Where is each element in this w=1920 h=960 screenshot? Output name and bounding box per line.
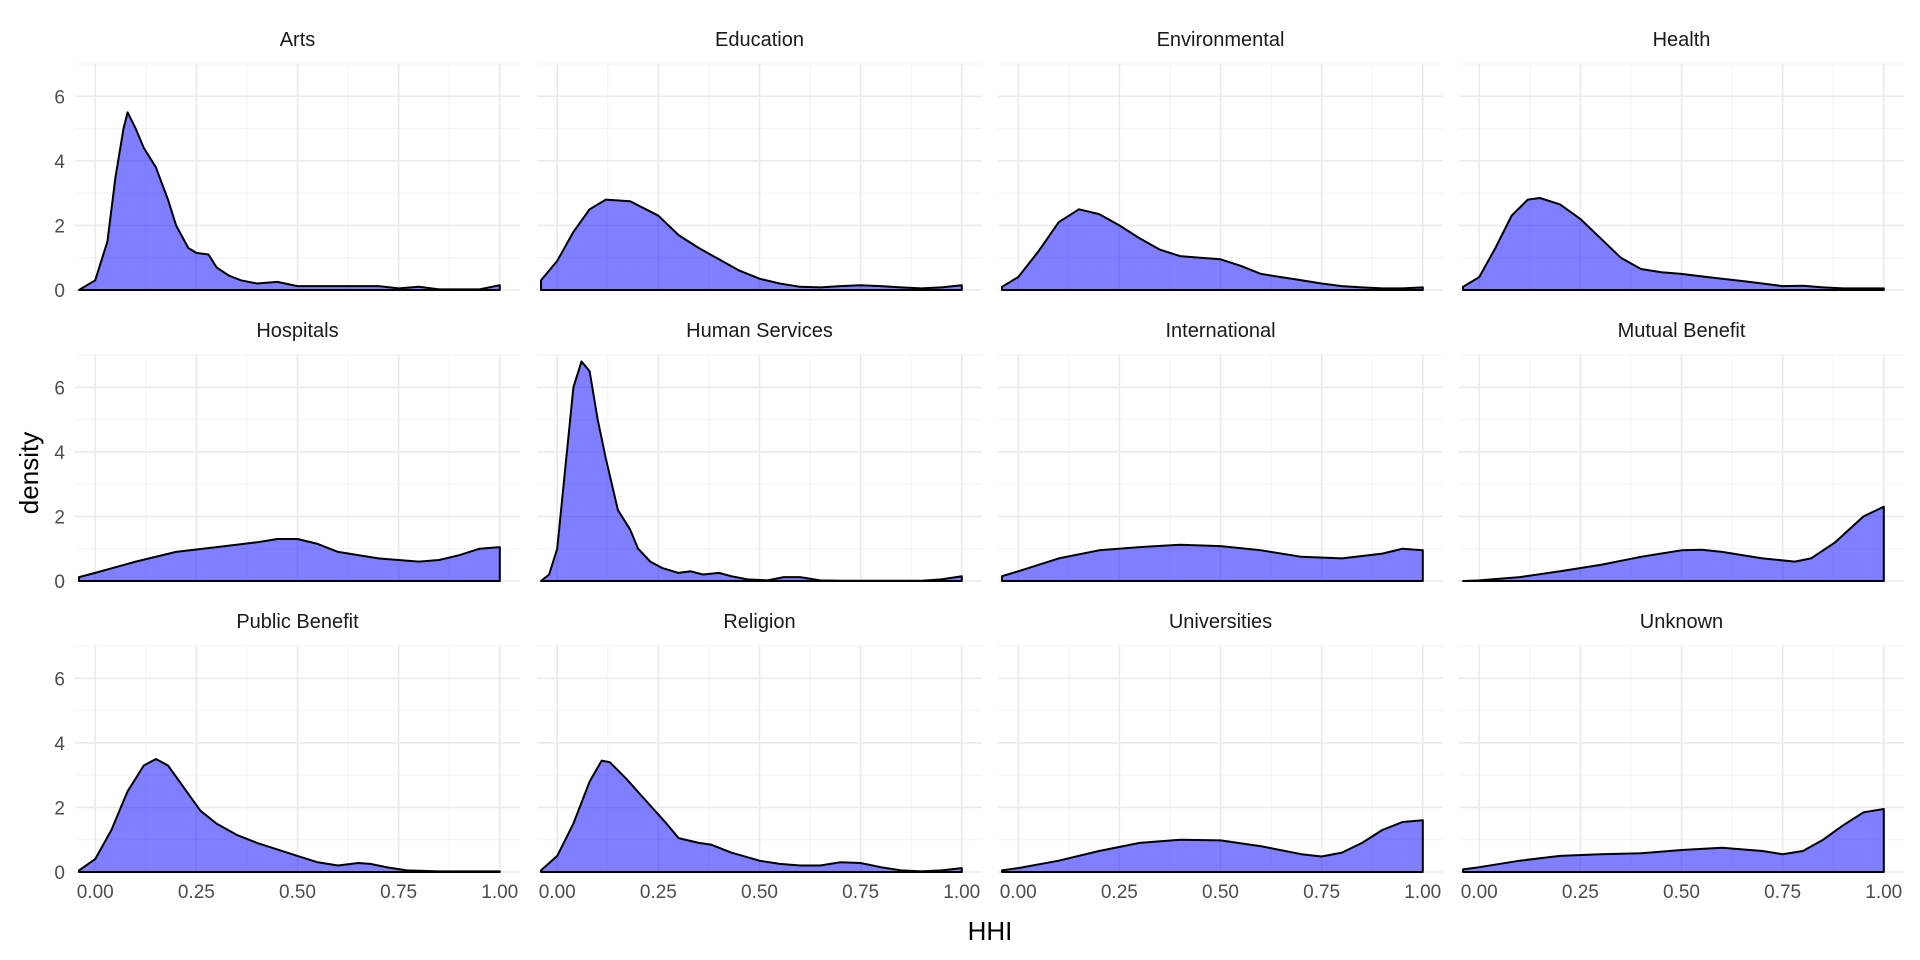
panel-human-services: Human Services: [537, 320, 982, 582]
x-tick-label: 0.75: [380, 882, 417, 903]
density-area: [1001, 208, 1424, 291]
density-area: [1462, 197, 1885, 291]
x-tick-label: 0.00: [1461, 882, 1498, 903]
x-tick-label: 0.75: [1303, 882, 1340, 903]
panel-international: International: [998, 320, 1443, 582]
x-tick-label: 0.25: [640, 882, 677, 903]
panel-arts: Arts: [75, 29, 520, 291]
panel-title: Religion: [723, 611, 795, 633]
density-area: [540, 360, 963, 582]
x-tick-label: 0.75: [842, 882, 879, 903]
x-tick-label: 0.50: [1663, 882, 1700, 903]
panel-education: Education: [537, 29, 982, 291]
y-tick-labels: 0 2 4 6 0 2 4 6 0 2 4 6: [54, 87, 65, 884]
panel-title: Hospitals: [256, 320, 338, 342]
x-tick-label: 0.25: [1101, 882, 1138, 903]
panel-title: Arts: [280, 29, 316, 51]
y-axis-title: density: [14, 432, 44, 514]
panel-title: Health: [1653, 29, 1711, 51]
density-area: [78, 758, 501, 873]
x-tick-label: 0.75: [1764, 882, 1801, 903]
y-tick-label: 2: [54, 507, 65, 528]
x-tick-label: 0.00: [1000, 882, 1037, 903]
x-tick-label: 1.00: [943, 882, 980, 903]
x-tick-label: 0.00: [77, 882, 114, 903]
panel-title: Unknown: [1640, 611, 1723, 633]
panel-title: Education: [715, 29, 804, 51]
density-area: [1462, 808, 1885, 873]
y-tick-label: 2: [54, 216, 65, 237]
x-tick-labels: 0.00 0.25 0.50 0.75 1.00 0.00 0.25 0.50 0.75 1.00…: [77, 882, 1903, 903]
y-tick-label: 4: [54, 734, 65, 755]
density-area: [78, 111, 501, 291]
y-tick-label: 2: [54, 798, 65, 819]
y-tick-label: 0: [54, 572, 65, 593]
panel-unknown: Unknown: [1459, 611, 1904, 873]
density-area: [1462, 505, 1885, 582]
panel-title: Environmental: [1157, 29, 1285, 51]
y-tick-label: 0: [54, 863, 65, 884]
panel-health: Health: [1459, 29, 1904, 291]
y-tick-label: 4: [54, 152, 65, 173]
x-tick-label: 0.50: [1202, 882, 1239, 903]
y-tick-label: 0: [54, 281, 65, 302]
panel-environmental: Environmental: [998, 29, 1443, 291]
x-tick-label: 1.00: [1404, 882, 1441, 903]
density-area: [1001, 543, 1424, 582]
y-tick-label: 6: [54, 378, 65, 399]
x-axis-title: HHI: [968, 916, 1013, 946]
density-area: [78, 538, 501, 582]
y-tick-label: 6: [54, 87, 65, 108]
panel-hospitals: Hospitals: [75, 320, 520, 582]
panel-title: Human Services: [686, 320, 833, 342]
density-area: [1001, 819, 1424, 873]
x-tick-label: 0.50: [279, 882, 316, 903]
x-tick-label: 0.00: [539, 882, 576, 903]
y-tick-label: 4: [54, 443, 65, 464]
density-area: [540, 759, 963, 873]
x-tick-label: 0.50: [741, 882, 778, 903]
panel-title: Public Benefit: [236, 611, 359, 633]
x-tick-label: 1.00: [481, 882, 518, 903]
x-tick-label: 1.00: [1865, 882, 1902, 903]
panel-public-benefit: Public Benefit: [75, 611, 520, 873]
panel-religion: Religion: [537, 611, 982, 873]
panels-layer: Arts Education Environmental Health Hospital…: [75, 29, 1904, 873]
x-tick-label: 0.25: [178, 882, 215, 903]
panel-universities: Universities: [998, 611, 1443, 873]
panel-title: Mutual Benefit: [1618, 320, 1746, 342]
panel-mutual-benefit: Mutual Benefit: [1459, 320, 1904, 582]
y-tick-label: 6: [54, 669, 65, 690]
panel-title: International: [1165, 320, 1275, 342]
density-area: [540, 198, 963, 291]
x-tick-label: 0.25: [1562, 882, 1599, 903]
panel-title: Universities: [1169, 611, 1272, 633]
